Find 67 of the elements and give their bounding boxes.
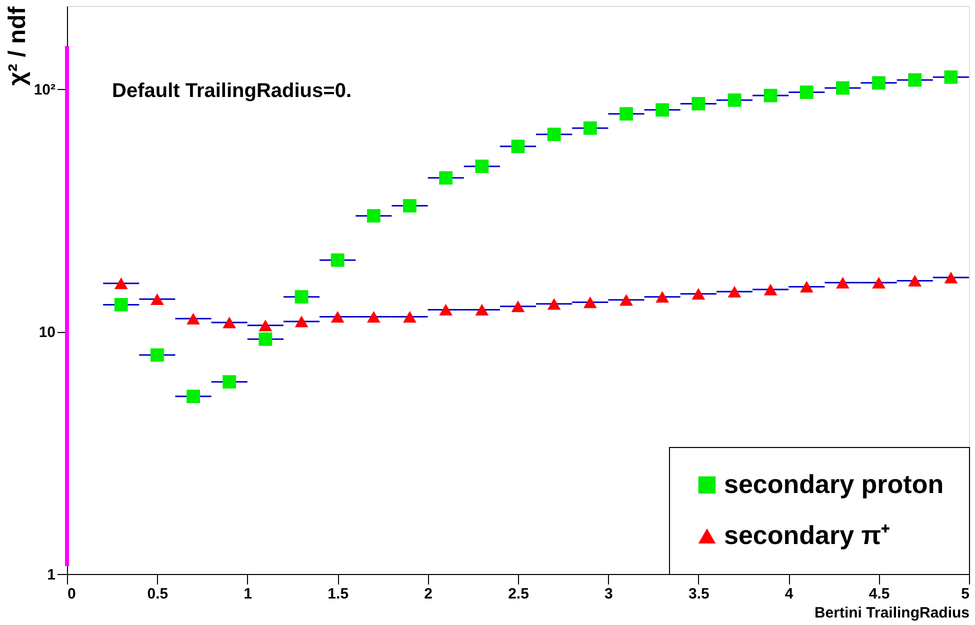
point [150,348,164,362]
point [728,93,742,107]
point [403,199,416,212]
point [656,103,670,117]
x-tick-label: 1.5 [328,586,349,602]
x-tick-label: 4.5 [868,586,890,602]
x-tick-label: 2.5 [508,586,529,602]
point [547,128,561,142]
point [403,310,416,323]
x-axis-title: Bertini TrailingRadius [814,604,970,622]
point [114,278,128,290]
point [800,86,814,99]
x-tick-label: 1 [244,586,252,602]
point [475,160,489,174]
point [258,320,272,332]
point [547,298,561,310]
legend-label: secondary proton [724,469,944,499]
point [836,81,850,95]
point [366,310,380,323]
x-tick-label: 4 [784,586,794,602]
point [944,272,958,284]
x-tick-label: 3 [604,586,613,602]
x-tick-label: 3.5 [688,586,710,602]
point [475,304,489,316]
point [511,140,525,154]
point [944,70,958,84]
point [186,390,200,404]
point [222,316,236,328]
point [330,310,344,323]
point [728,286,742,298]
x-tick-label: 5 [961,586,970,602]
y-tick-label: 1 [47,566,56,584]
point [620,107,633,121]
annotation: Default TrailingRadius=0. [112,80,352,102]
point [908,274,922,287]
legend-label: secondary π⁺ [724,520,890,550]
point [908,73,922,87]
point [800,280,814,293]
point [439,304,453,316]
x-tick-label: 0.5 [147,586,168,602]
point [294,316,308,328]
point [366,209,380,223]
y-axis-title: χ² / ndf [4,5,31,86]
point [583,121,597,135]
point [583,296,597,308]
point [764,284,778,296]
y-tick-label: 10² [34,82,56,99]
point [836,276,850,288]
point [872,276,886,288]
point [656,291,670,303]
point [294,290,308,304]
x-tick-label: 2 [424,586,432,602]
point [692,96,706,110]
point [692,288,706,300]
x-tick-label: 0 [68,586,76,602]
point [150,293,164,305]
point [439,171,453,185]
point [511,300,525,312]
point [764,88,778,102]
point [258,332,272,346]
point [330,253,344,267]
point [114,298,128,312]
y-tick-label: 10 [38,324,56,342]
point [186,312,200,324]
point [222,375,236,389]
point [620,294,633,306]
point [872,76,886,90]
